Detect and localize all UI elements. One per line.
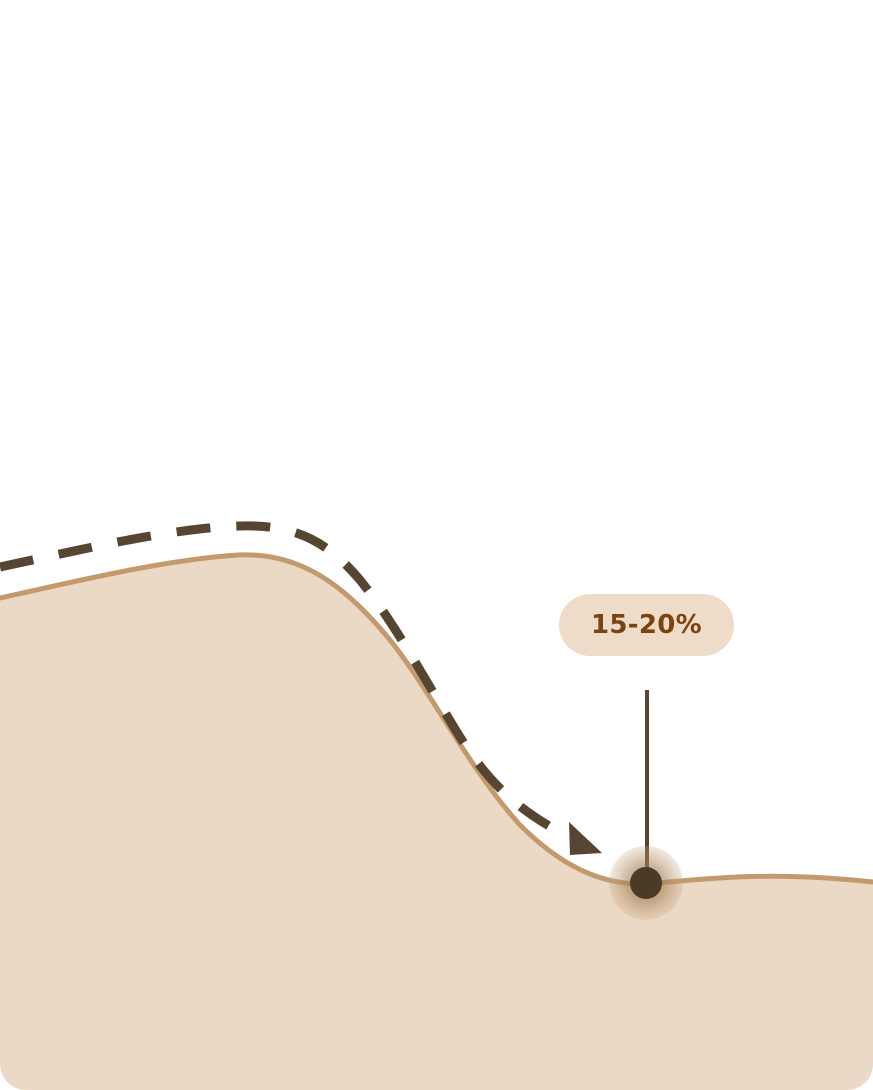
area-fill xyxy=(0,554,873,1090)
trend-arrowhead-icon xyxy=(569,822,602,855)
highlight-point xyxy=(630,867,662,899)
value-callout-badge: 15-20% xyxy=(559,594,734,656)
trend-arrow-dashed-line xyxy=(0,521,578,845)
